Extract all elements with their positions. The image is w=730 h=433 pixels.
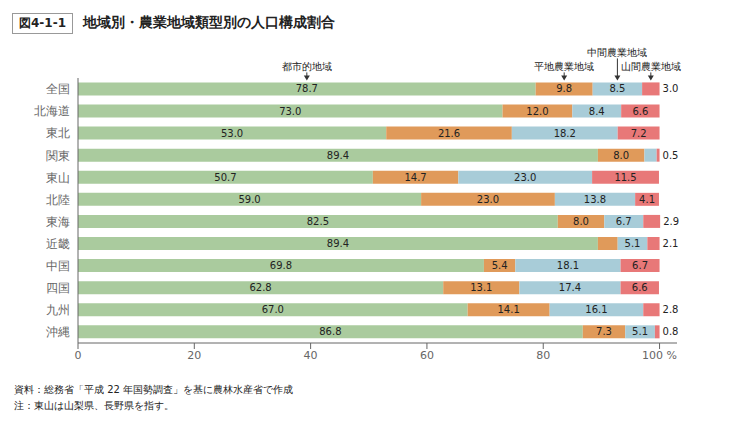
svg-text:0: 0 xyxy=(75,349,82,362)
svg-text:2.8: 2.8 xyxy=(663,304,679,315)
svg-text:東北: 東北 xyxy=(46,126,70,140)
svg-text:40: 40 xyxy=(304,349,318,362)
svg-text:平地農業地域: 平地農業地域 xyxy=(534,61,594,72)
svg-text:16.1: 16.1 xyxy=(585,304,607,315)
html-text:地域別・農業地域類型別の人口構成割合: 地域別・農業地域類型別の人口構成割合 xyxy=(83,14,335,30)
svg-text:8.0: 8.0 xyxy=(613,150,629,161)
svg-text:0.5: 0.5 xyxy=(663,150,679,161)
svg-text:8.4: 8.4 xyxy=(589,106,605,117)
svg-text:8.0: 8.0 xyxy=(573,216,589,227)
svg-text:北陸: 北陸 xyxy=(46,193,70,207)
svg-text:2.1: 2.1 xyxy=(663,238,679,249)
svg-text:近畿: 近畿 xyxy=(46,237,70,251)
svg-text:13.8: 13.8 xyxy=(584,194,606,205)
svg-text:20: 20 xyxy=(187,349,201,362)
svg-text:80: 80 xyxy=(536,349,550,362)
svg-text:5.1: 5.1 xyxy=(632,326,648,337)
svg-text:14.7: 14.7 xyxy=(404,172,426,183)
svg-text:17.4: 17.4 xyxy=(559,282,581,293)
html-text:資料：総務省「平成 22 年国勢調査」を基に農林水産省で作成: 資料：総務省「平成 22 年国勢調査」を基に農林水産省で作成 xyxy=(14,384,294,395)
svg-text:5.1: 5.1 xyxy=(625,238,641,249)
svg-text:全国: 全国 xyxy=(46,82,70,96)
html-text:注：東山は山梨県、長野県を指す。: 注：東山は山梨県、長野県を指す。 xyxy=(14,400,174,411)
svg-text:89.4: 89.4 xyxy=(327,150,349,161)
svg-text:11.5: 11.5 xyxy=(614,172,636,183)
svg-text:5.4: 5.4 xyxy=(492,260,508,271)
svg-text:69.8: 69.8 xyxy=(270,260,292,271)
svg-text:82.5: 82.5 xyxy=(307,216,329,227)
svg-text:18.2: 18.2 xyxy=(554,128,576,139)
svg-text:沖縄: 沖縄 xyxy=(46,325,70,339)
svg-text:3.0: 3.0 xyxy=(663,83,679,94)
svg-text:60: 60 xyxy=(420,349,434,362)
svg-text:0.8: 0.8 xyxy=(663,326,679,337)
svg-text:北海道: 北海道 xyxy=(34,104,70,118)
svg-text:14.1: 14.1 xyxy=(498,304,520,315)
svg-text:四国: 四国 xyxy=(46,281,70,295)
svg-text:13.1: 13.1 xyxy=(470,282,492,293)
svg-text:都市的地域: 都市的地域 xyxy=(282,61,332,72)
svg-text:8.5: 8.5 xyxy=(609,83,625,94)
svg-text:東山: 東山 xyxy=(46,171,70,185)
svg-text:7.2: 7.2 xyxy=(631,128,647,139)
svg-text:86.8: 86.8 xyxy=(319,326,341,337)
svg-text:4.1: 4.1 xyxy=(639,194,655,205)
svg-text:78.7: 78.7 xyxy=(296,83,318,94)
svg-text:山間農業地域: 山間農業地域 xyxy=(621,61,681,72)
svg-text:中国: 中国 xyxy=(46,259,70,273)
svg-text:23.0: 23.0 xyxy=(514,172,536,183)
svg-text:18.1: 18.1 xyxy=(557,260,579,271)
svg-text:2.9: 2.9 xyxy=(663,216,679,227)
svg-text:6.7: 6.7 xyxy=(616,216,632,227)
svg-text:7.3: 7.3 xyxy=(596,326,612,337)
svg-text:100 %: 100 % xyxy=(642,349,677,362)
svg-text:62.8: 62.8 xyxy=(249,282,271,293)
svg-text:6.6: 6.6 xyxy=(632,106,648,117)
svg-text:関東: 関東 xyxy=(46,149,70,163)
svg-text:23.0: 23.0 xyxy=(477,194,499,205)
svg-text:12.0: 12.0 xyxy=(526,106,548,117)
svg-text:6.7: 6.7 xyxy=(632,260,648,271)
svg-text:67.0: 67.0 xyxy=(262,304,284,315)
svg-text:6.6: 6.6 xyxy=(632,282,648,293)
svg-text:89.4: 89.4 xyxy=(327,238,349,249)
html-text:図4-1-1: 図4-1-1 xyxy=(19,15,66,30)
svg-text:中間農業地域: 中間農業地域 xyxy=(587,47,647,58)
svg-text:21.6: 21.6 xyxy=(438,128,460,139)
svg-text:50.7: 50.7 xyxy=(214,172,236,183)
svg-text:9.8: 9.8 xyxy=(556,83,572,94)
svg-text:東海: 東海 xyxy=(46,215,70,229)
svg-text:59.0: 59.0 xyxy=(238,194,260,205)
svg-text:九州: 九州 xyxy=(46,303,70,317)
svg-text:73.0: 73.0 xyxy=(279,106,301,117)
svg-text:53.0: 53.0 xyxy=(221,128,243,139)
